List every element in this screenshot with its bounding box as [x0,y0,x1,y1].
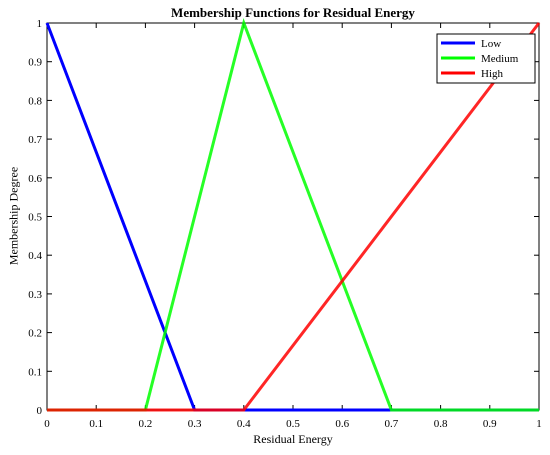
series-line-high [47,22,541,412]
y-tick-label: 0.2 [28,328,42,340]
x-tick-label: 0.7 [385,418,399,430]
y-tick-label: 0.8 [28,95,42,107]
x-tick-label: 0.6 [335,418,349,430]
x-tick-label: 0.2 [139,418,153,430]
y-tick-label: 1 [37,18,43,30]
x-tick-label: 0.4 [237,418,251,430]
x-tick-label: 0.8 [434,418,448,430]
x-tick-label: 1 [536,418,542,430]
x-axis-label: Residual Energy [253,432,333,446]
y-tick-label: 0.3 [28,289,42,301]
x-tick-label: 0.9 [483,418,497,430]
legend-label-medium: Medium [481,53,519,65]
x-tick-label: 0 [44,418,50,430]
x-tick-label: 0.5 [286,418,300,430]
y-tick-label: 0.5 [28,212,42,224]
y-tick-label: 0.6 [28,173,42,185]
y-tick-label: 0.4 [28,250,42,262]
legend-label-high: High [481,68,504,80]
y-tick-label: 0 [37,405,43,417]
y-tick-label: 0.9 [28,57,42,69]
y-tick-label: 0.7 [28,134,42,146]
x-tick-label: 0.1 [89,418,103,430]
x-tick-label: 0.3 [188,418,202,430]
chart-title: Membership Functions for Residual Energy [171,5,415,20]
y-tick-label: 0.1 [28,366,42,378]
legend-label-low: Low [481,38,501,50]
